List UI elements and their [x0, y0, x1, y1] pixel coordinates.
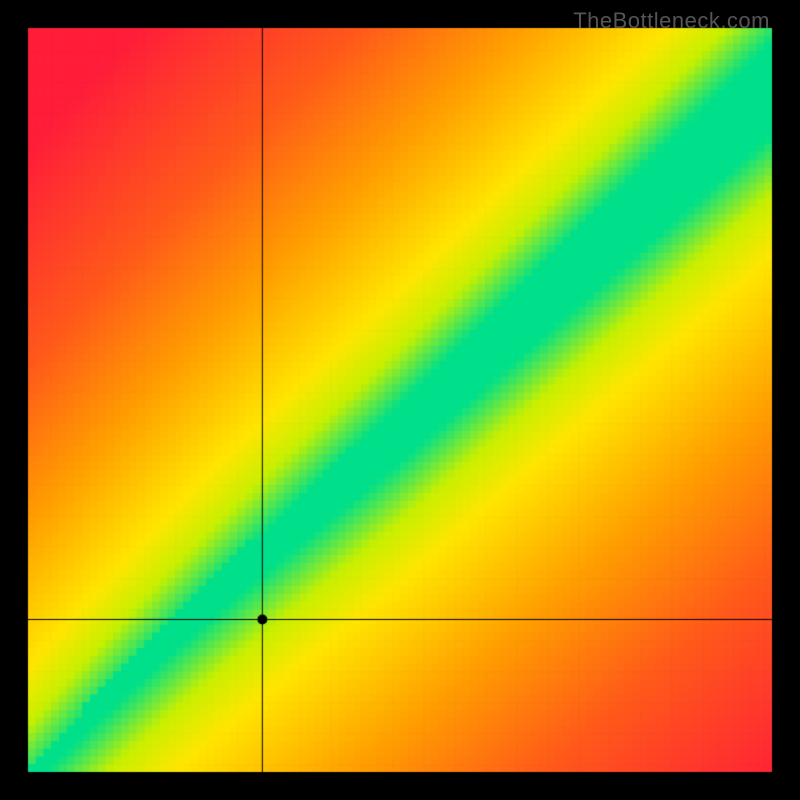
watermark-text: TheBottleneck.com [573, 8, 770, 34]
chart-container: TheBottleneck.com [0, 0, 800, 800]
heatmap-canvas [0, 0, 800, 800]
heatmap-plot [0, 0, 800, 800]
